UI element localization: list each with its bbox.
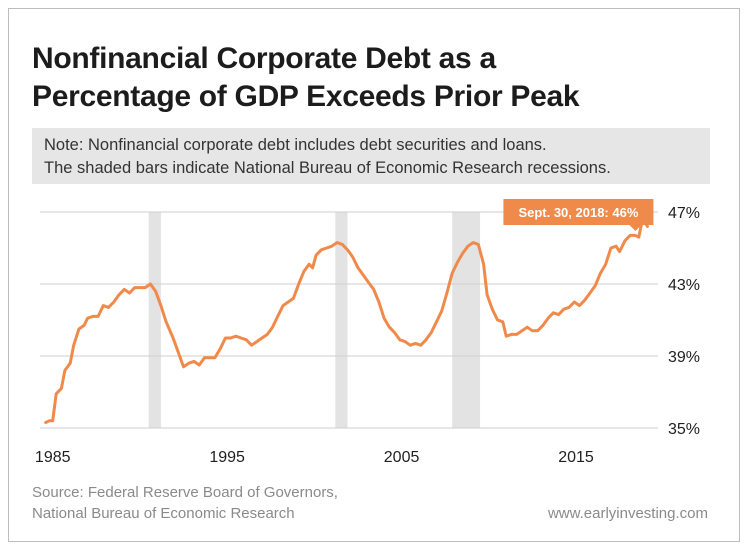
chart-title-line-2: Percentage of GDP Exceeds Prior Peak [32, 80, 580, 113]
callout-box [503, 199, 654, 225]
y-tick-label-47: 47% [668, 205, 700, 222]
source-line-1: Source: Federal Reserve Board of Governo… [32, 484, 338, 501]
y-tick-label-39: 39% [668, 349, 700, 366]
chart-note-line-2: The shaded bars indicate National Bureau… [44, 159, 611, 177]
source-note: Source: Federal Reserve Board of Governo… [32, 482, 338, 524]
callout-label: Sept. 30, 2018: 46% [518, 205, 638, 220]
recession-bar-1 [148, 212, 161, 428]
chart-card [8, 8, 740, 542]
recession-bar-2 [335, 212, 348, 428]
chart-title: Nonfinancial Corporate Debt as a Percent… [32, 40, 672, 116]
source-line-2: National Bureau of Economic Research [32, 505, 295, 522]
callout-pointer [629, 225, 642, 231]
x-tick-label-1995: 1995 [209, 449, 245, 466]
y-tick-label-35: 35% [668, 421, 700, 438]
website-link[interactable]: www.earlyinvesting.com [547, 505, 708, 522]
debt-series-line [44, 219, 649, 425]
chart-note-line-1: Note: Nonfinancial corporate debt includ… [44, 136, 547, 154]
y-tick-label-43: 43% [668, 277, 700, 294]
x-tick-label-2005: 2005 [384, 449, 420, 466]
chart-title-line-1: Nonfinancial Corporate Debt as a [32, 42, 496, 75]
x-tick-label-2015: 2015 [558, 449, 594, 466]
chart-note: Note: Nonfinancial corporate debt includ… [32, 128, 710, 184]
x-tick-label-1985: 1985 [35, 449, 71, 466]
